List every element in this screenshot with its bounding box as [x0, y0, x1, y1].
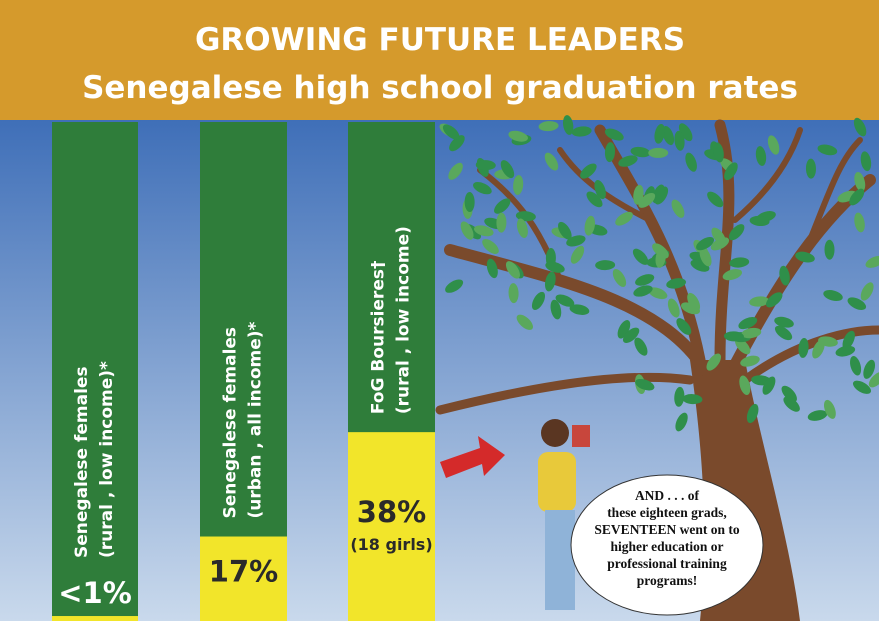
category-label: (urban , all income)*	[246, 321, 266, 518]
callout-text: higher education or	[610, 539, 723, 554]
category-label: Senegalese females	[221, 327, 241, 519]
subtitle: Senegalese high school graduation rates	[82, 70, 798, 106]
annotation: (18 girls)	[350, 535, 432, 554]
bar	[52, 616, 138, 621]
bar-background	[52, 122, 138, 621]
callout-text: SEVENTEEN went on to	[594, 522, 739, 537]
callout-text: programs!	[637, 573, 698, 588]
leaf	[648, 148, 668, 158]
category-label: FoG Boursieres†	[369, 261, 389, 415]
category-label: (rural , low income)*	[97, 361, 117, 558]
value-label: <1%	[58, 576, 132, 610]
value-label: 17%	[209, 555, 278, 589]
infographic: GROWING FUTURE LEADERS Senegalese high s…	[0, 0, 879, 621]
callout-text: these eighteen grads,	[607, 505, 727, 520]
category-label: Senegalese females	[72, 366, 92, 558]
callout-text: professional training	[607, 556, 727, 571]
category-label: (rural , low income)	[394, 226, 414, 414]
value-label: 38%	[357, 495, 426, 529]
title: GROWING FUTURE LEADERS	[195, 22, 685, 58]
callout-text: AND . . . of	[635, 488, 700, 503]
